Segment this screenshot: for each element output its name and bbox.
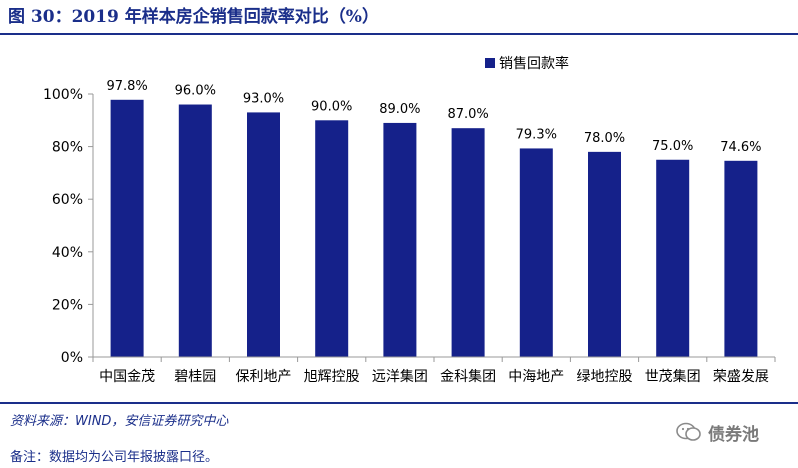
y-tick-label: 100%: [43, 87, 83, 103]
y-tick-label: 60%: [52, 192, 83, 208]
bar: [383, 122, 417, 358]
watermark-text: 债券池: [708, 424, 759, 445]
figure-title: 图 30：2019 年样本房企销售回款率对比（%）: [8, 7, 379, 27]
legend-label: 销售回款率: [499, 55, 569, 72]
source-note: 资料来源：WIND，安信证券研究中心: [10, 414, 229, 429]
data-label: 75.0%: [652, 139, 693, 154]
x-tick-label: 远洋集团: [372, 368, 428, 385]
bar: [315, 120, 349, 357]
x-tick-label: 荣盛发展: [713, 369, 769, 385]
bar: [588, 151, 621, 357]
bottom-rule: [0, 402, 798, 404]
bar: [451, 128, 485, 357]
x-tick-label: 旭辉控股: [304, 369, 360, 385]
bar: [178, 104, 212, 358]
data-label: 93.0%: [243, 91, 284, 106]
data-label: 96.0%: [175, 84, 216, 99]
x-tick-label: 金科集团: [440, 368, 496, 385]
y-tick-label: 20%: [52, 297, 83, 313]
title-rule: [0, 33, 798, 35]
data-label: 97.8%: [106, 79, 147, 94]
data-label: 89.0%: [379, 102, 420, 117]
y-tick-label: 0%: [61, 350, 83, 366]
remark-note: 备注：数据均为公司年报披露口径。: [10, 450, 219, 465]
wechat-icon: [676, 422, 701, 441]
x-tick-label: 世茂集团: [645, 368, 701, 385]
x-tick-label: 中国金茂: [99, 368, 155, 385]
bar: [110, 99, 144, 357]
bar: [519, 148, 553, 357]
bar: [247, 112, 280, 357]
x-axis: 中国金茂 碧桂园 保利地产 旭辉控股 远洋集团 金科集团 中海地产 绿地控股 世茂集团 荣盛发展: [92, 356, 776, 385]
x-tick-label: 碧桂园: [174, 369, 216, 385]
data-label: 90.0%: [311, 99, 352, 114]
x-tick-label: 中海地产: [508, 369, 564, 385]
legend: 销售回款率: [485, 55, 569, 72]
data-label: 87.0%: [447, 107, 488, 122]
y-tick-label: 40%: [52, 245, 83, 261]
x-tick-label: 保利地产: [236, 369, 292, 385]
bar: [656, 159, 690, 357]
x-tick-label: 绿地控股: [577, 369, 633, 385]
legend-swatch: [485, 58, 495, 68]
data-label: 74.6%: [720, 140, 761, 155]
y-axis: 0% 20% 40% 60% 80% 100%: [43, 87, 94, 366]
data-label: 79.3%: [516, 127, 557, 142]
bar: [724, 160, 758, 357]
data-label: 78.0%: [584, 131, 625, 146]
bar-chart: 0% 20% 40% 60% 80% 100% 97.8% 96.0% 93.0% 90.0% 8…: [43, 55, 776, 385]
bars: 97.8% 96.0% 93.0% 90.0% 89.0% 87.0% 79.3% 78.0%…: [106, 79, 762, 358]
y-tick-label: 80%: [52, 140, 83, 156]
watermark: 债券池: [676, 420, 786, 445]
